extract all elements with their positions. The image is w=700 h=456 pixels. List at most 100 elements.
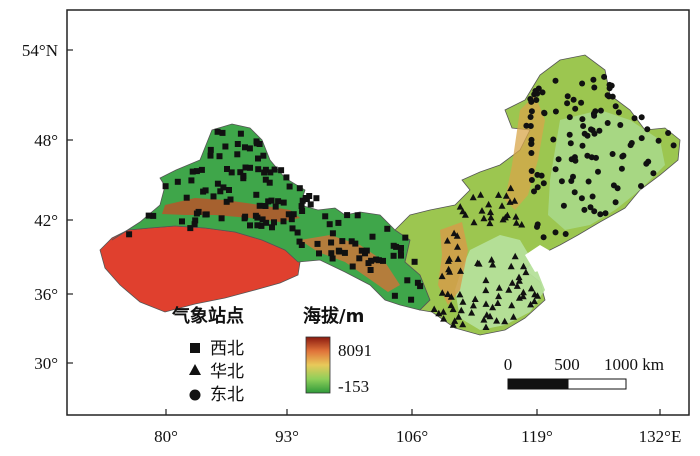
north-china-station: [456, 203, 464, 210]
northeast-station: [579, 116, 586, 123]
northeast-station: [564, 93, 571, 100]
northeast-station: [528, 98, 535, 105]
northwest-station: [285, 211, 292, 218]
elevation-min-label: -153: [338, 377, 369, 396]
north-china-station: [482, 286, 490, 294]
northwest-station: [234, 151, 241, 158]
northwest-station: [174, 178, 181, 185]
north-china-station: [474, 259, 482, 266]
northeast-station: [527, 123, 534, 129]
northwest-station: [187, 225, 194, 232]
northeast-station: [541, 109, 548, 116]
north-china-station: [534, 292, 541, 299]
northeast-station: [534, 184, 541, 191]
northwest-station: [252, 212, 259, 219]
x-label-119: 119°: [521, 427, 553, 446]
scale-label-1000: 1000 km: [604, 355, 664, 374]
north-china-station: [501, 213, 509, 221]
northwest-station: [228, 169, 235, 176]
northeast-station: [540, 234, 547, 241]
northwest-station: [272, 203, 279, 210]
northeast-station: [528, 168, 535, 174]
northwest-station: [286, 183, 293, 190]
triangle-icon: [189, 364, 201, 375]
northwest-station: [223, 198, 230, 205]
northwest-station: [299, 197, 306, 204]
northwest-station: [193, 168, 200, 175]
northeast-station: [562, 231, 569, 237]
northwest-station: [240, 172, 247, 179]
northwest-station: [348, 238, 355, 245]
north-china-station: [530, 297, 538, 305]
northwest-station: [193, 210, 200, 217]
northwest-station: [335, 219, 342, 226]
north-china-station: [527, 284, 535, 292]
northwest-station: [188, 177, 195, 184]
northeast-station: [628, 140, 635, 146]
north-china-station: [522, 268, 530, 276]
northeast-station: [564, 100, 571, 107]
northwest-station: [411, 258, 418, 265]
northwest-station: [226, 187, 232, 193]
north-china-station: [459, 207, 467, 215]
northeast-station: [552, 229, 559, 236]
northwest-station: [263, 219, 270, 226]
northwest-station: [261, 169, 268, 176]
northwest-station: [222, 143, 229, 150]
north-china-station: [487, 213, 495, 221]
north-china-station: [480, 214, 488, 222]
northeast-station: [533, 97, 540, 103]
north-china-station: [495, 284, 503, 291]
axis-ticks: [67, 49, 661, 415]
northeast-station: [638, 183, 644, 189]
northwest-station: [259, 216, 266, 223]
bohai-sea: [525, 245, 552, 272]
northeast-station: [618, 165, 625, 172]
northwest-station: [262, 176, 269, 183]
northeast-station: [585, 178, 592, 185]
northwest-station: [288, 216, 295, 223]
northeast-station: [572, 105, 579, 112]
north-china-station: [488, 256, 496, 263]
northwest-station: [302, 195, 309, 201]
northeast-station: [650, 170, 657, 177]
northwest-station: [363, 247, 370, 254]
northwest-station: [242, 144, 248, 151]
north-china-station: [519, 288, 527, 296]
north-china-station: [438, 289, 446, 296]
northwest-station: [126, 231, 133, 238]
northwest-station: [329, 255, 336, 262]
scale-segment-black: [507, 378, 569, 390]
northwest-station: [262, 203, 269, 209]
northeast-station: [655, 137, 662, 144]
northeast-station: [579, 80, 586, 87]
north-china-station: [502, 192, 510, 199]
northeast-station: [579, 142, 586, 149]
north-china-station: [455, 313, 463, 320]
northwest-station: [328, 239, 335, 246]
north-china-station: [470, 218, 478, 226]
x-label-80: 80°: [154, 427, 178, 446]
northwest-station: [397, 247, 404, 254]
northwest-station: [242, 213, 249, 220]
northwest-station: [214, 180, 221, 187]
north-china-station: [449, 321, 457, 328]
northeast-station: [609, 93, 616, 100]
northwest-station: [267, 169, 274, 176]
north-china-station: [512, 213, 520, 220]
northwest-station: [179, 218, 185, 225]
northwest-station: [234, 141, 241, 147]
north-china-station: [482, 276, 490, 284]
northwest-station: [254, 222, 261, 229]
north-china-station: [439, 308, 447, 315]
northwest-station: [326, 221, 333, 228]
north-china-station: [447, 293, 455, 300]
north-china-station: [495, 191, 502, 198]
elevation-color-ramp: [305, 336, 331, 394]
north-china-station: [444, 257, 452, 264]
northwest-station: [275, 198, 282, 205]
northwest-station: [384, 225, 391, 232]
northeast-station: [567, 140, 574, 147]
northeast-station: [523, 122, 530, 129]
